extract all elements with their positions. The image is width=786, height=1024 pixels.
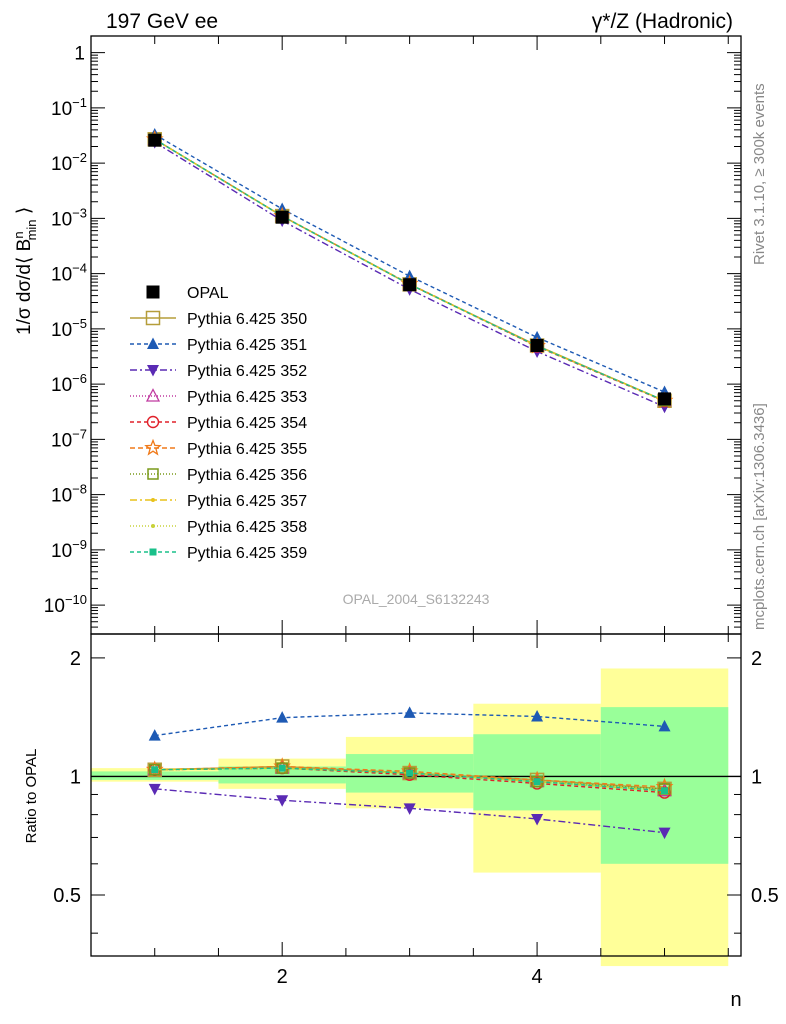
ratio-y-tick-label-right: 0.5 bbox=[751, 885, 779, 907]
x-tick-label: 4 bbox=[532, 966, 543, 988]
legend-marker bbox=[149, 548, 157, 556]
ratio-point-p352 bbox=[531, 813, 544, 826]
legend-entry: Pythia 6.425 352 bbox=[130, 363, 307, 380]
ratio-y-tick-label: 1 bbox=[70, 766, 81, 788]
legend-marker bbox=[144, 438, 162, 456]
rivet-label: Rivet 3.1.10, ≥ 300k events bbox=[751, 83, 768, 265]
legend-entry: Pythia 6.425 358 bbox=[130, 519, 307, 536]
series-line-p351 bbox=[154, 133, 665, 393]
ratio-y-tick-label-right: 2 bbox=[751, 648, 762, 670]
ratio-point-p359 bbox=[151, 766, 159, 774]
legend-marker bbox=[147, 468, 159, 480]
y-tick-label: 10−2 bbox=[51, 150, 87, 175]
main-y-axis-label: 1/σ dσ/d⟨ Bnmin ⟩ bbox=[11, 207, 39, 335]
legend-marker bbox=[151, 498, 155, 502]
ratio-line-p355 bbox=[154, 765, 665, 788]
y-tick-label: 10−10 bbox=[44, 592, 87, 617]
y-tick-label: 10−3 bbox=[51, 205, 87, 230]
ratio-point-p351 bbox=[658, 719, 671, 732]
ratio-point-p351 bbox=[276, 711, 289, 723]
title-left: 197 GeV ee bbox=[106, 10, 218, 33]
y-tick-label: 10−7 bbox=[51, 426, 87, 451]
ratio-point-p352 bbox=[276, 795, 289, 807]
ratio-y-tick-label: 2 bbox=[70, 648, 81, 670]
legend-entry: Pythia 6.425 354 bbox=[130, 415, 307, 432]
ratio-y-tick-label-right: 1 bbox=[751, 766, 762, 788]
legend-entry: Pythia 6.425 356 bbox=[130, 467, 307, 484]
series-line-p357 bbox=[154, 138, 665, 402]
y-tick-label: 10−6 bbox=[51, 371, 87, 396]
legend-label: Pythia 6.425 355 bbox=[187, 441, 307, 458]
series-line-p359 bbox=[154, 138, 665, 402]
ratio-point-p351 bbox=[403, 706, 416, 718]
ratio-point-p352 bbox=[658, 827, 671, 840]
data-point-data bbox=[658, 392, 672, 406]
data-point-data bbox=[275, 210, 289, 224]
title-right: γ*/Z (Hadronic) bbox=[592, 10, 733, 33]
ratio-point-p352 bbox=[148, 783, 161, 796]
series-line-p352 bbox=[154, 141, 665, 408]
main-panel: 1 10−1 10−2 10−3 10−4 10−5 10−6 10−7 10−8 10−9 10−… bbox=[44, 35, 742, 635]
ratio-band-green bbox=[218, 766, 346, 784]
legend-label: Pythia 6.425 357 bbox=[187, 493, 307, 510]
legend-entry: Pythia 6.425 357 bbox=[130, 493, 307, 510]
data-point-data bbox=[148, 133, 162, 147]
legend-label: Pythia 6.425 354 bbox=[187, 415, 307, 432]
legend-marker bbox=[146, 285, 160, 299]
legend-label: Pythia 6.425 352 bbox=[187, 363, 307, 380]
legend-label: Pythia 6.425 359 bbox=[187, 545, 307, 562]
ratio-y-axis-label: Ratio to OPAL bbox=[23, 749, 40, 844]
data-point-data bbox=[403, 278, 417, 292]
legend-marker bbox=[147, 365, 159, 377]
ratio-y-tick-label: 0.5 bbox=[53, 885, 81, 907]
watermark-label: OPAL_2004_S6132243 bbox=[343, 591, 490, 607]
x-tick-label: 2 bbox=[277, 966, 288, 988]
y-tick-label: 10−5 bbox=[51, 316, 87, 341]
legend-marker bbox=[145, 310, 161, 326]
legend-entry: OPAL bbox=[146, 285, 229, 302]
ratio-panel: 2 4 0.5 0.5 1 1 2 2 bbox=[53, 633, 779, 988]
legend-entry: Pythia 6.425 351 bbox=[130, 337, 307, 354]
legend-entry: Pythia 6.425 355 bbox=[130, 438, 307, 458]
ratio-point-p359 bbox=[406, 769, 414, 777]
legend-entry: Pythia 6.425 359 bbox=[130, 545, 307, 562]
ratio-point-p359 bbox=[278, 764, 286, 772]
y-tick-label: 10−1 bbox=[51, 95, 87, 120]
y-tick-label: 10−8 bbox=[51, 482, 87, 507]
legend-marker bbox=[146, 415, 160, 429]
legend-label: Pythia 6.425 351 bbox=[187, 337, 307, 354]
legend-label: Pythia 6.425 353 bbox=[187, 389, 307, 406]
legend-label: Pythia 6.425 356 bbox=[187, 467, 307, 484]
ratio-frame bbox=[90, 633, 742, 957]
legend-marker bbox=[147, 337, 159, 349]
legend: OPAL Pythia 6.425 350 Pythia 6.425 351 Pyth… bbox=[130, 285, 307, 562]
mcplots-label: mcplots.cern.ch [arXiv:1306.3436] bbox=[751, 403, 768, 630]
y-tick-label: 10−4 bbox=[51, 261, 87, 286]
data-point-data bbox=[530, 339, 544, 353]
legend-label: Pythia 6.425 358 bbox=[187, 519, 307, 536]
ratio-point-p359 bbox=[661, 787, 669, 795]
legend-label: Pythia 6.425 350 bbox=[187, 311, 307, 328]
legend-entry: Pythia 6.425 353 bbox=[130, 388, 307, 406]
legend-marker bbox=[145, 388, 161, 402]
ratio-point-p352 bbox=[403, 803, 416, 815]
y-tick-label: 1 bbox=[74, 44, 85, 65]
y-tick-label: 10−9 bbox=[51, 537, 87, 562]
ratio-point-p359 bbox=[533, 778, 541, 786]
legend-marker bbox=[151, 524, 155, 528]
legend-label: OPAL bbox=[187, 285, 229, 302]
ratio-line-p351 bbox=[154, 712, 665, 737]
ratio-point-p351 bbox=[148, 729, 161, 741]
legend-entry: Pythia 6.425 350 bbox=[130, 310, 307, 328]
x-axis-label: n bbox=[730, 989, 741, 1011]
ratio-point-p351 bbox=[531, 709, 544, 722]
